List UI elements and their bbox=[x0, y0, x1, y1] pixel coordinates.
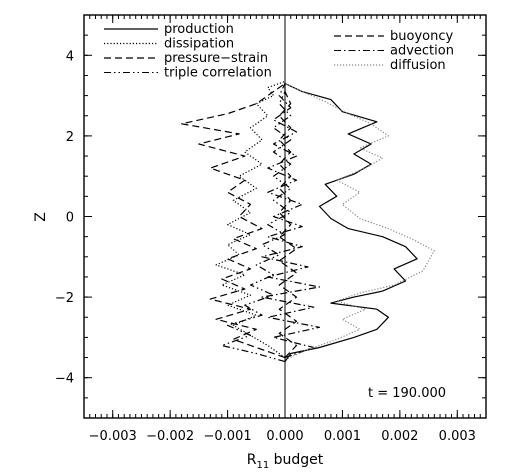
series-advection bbox=[261, 83, 321, 359]
x-tick-label: −0.001 bbox=[204, 429, 252, 444]
y-tick-label: 0 bbox=[66, 211, 74, 226]
y-tick-label: 4 bbox=[66, 49, 74, 64]
series-buoyoncy bbox=[278, 83, 298, 359]
legend-label: triple correlation bbox=[164, 66, 272, 81]
legend-label: diffusion bbox=[390, 58, 446, 73]
series-dissipation bbox=[215, 80, 286, 359]
x-axis-label: R11 budget bbox=[247, 452, 324, 471]
x-tick-label: 0.003 bbox=[439, 429, 476, 444]
legend-label: production bbox=[164, 22, 234, 37]
series-triple-correlation bbox=[221, 83, 292, 363]
legend-label: buoyoncy bbox=[390, 29, 453, 44]
series-diffusion bbox=[284, 82, 435, 361]
y-axis-label: Z bbox=[33, 212, 49, 222]
x-tick-label: 0.000 bbox=[266, 429, 303, 444]
y-tick-label: −4 bbox=[55, 372, 74, 387]
legend-label: pressure−strain bbox=[164, 51, 268, 66]
ticks-layer: −0.003 −0.002 −0.001 0.000 0.001 0.002 0.003 −4… bbox=[55, 14, 487, 444]
y-tick-label: 2 bbox=[66, 130, 74, 145]
series-layer bbox=[181, 80, 435, 363]
legend: productiondissipationpressure−straintrip… bbox=[104, 22, 454, 81]
series-production bbox=[284, 82, 418, 362]
y-tick-label: −2 bbox=[55, 291, 74, 306]
series-pressure-strain bbox=[181, 83, 286, 359]
legend-label: dissipation bbox=[164, 37, 234, 52]
x-tick-label: 0.002 bbox=[381, 429, 418, 444]
legend-label: advection bbox=[390, 44, 454, 59]
time-annotation: t = 190.000 bbox=[368, 386, 446, 401]
x-tick-label: −0.002 bbox=[146, 429, 194, 444]
x-tick-label: −0.003 bbox=[89, 429, 137, 444]
x-tick-label: 0.001 bbox=[324, 429, 361, 444]
